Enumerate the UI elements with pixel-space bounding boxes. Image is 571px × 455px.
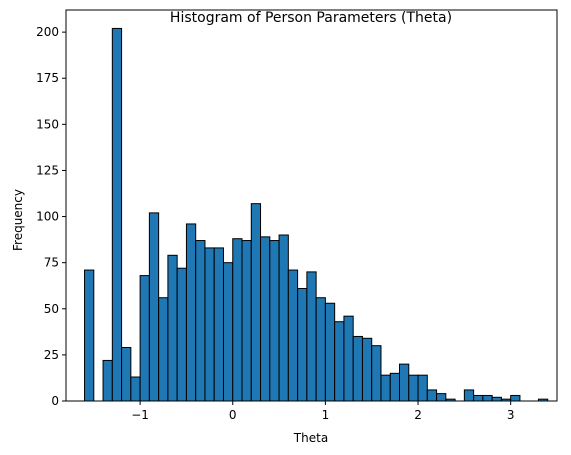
histogram-bar [185, 223, 197, 402]
x-tick-label: 2 [414, 408, 422, 422]
histogram-bar [130, 376, 141, 402]
histogram-bar [260, 236, 271, 402]
histogram-bar [380, 374, 391, 402]
histogram-bar [297, 287, 308, 402]
histogram-bar [111, 27, 123, 402]
histogram-bar [250, 203, 262, 402]
y-tick-label: 0 [51, 394, 59, 408]
x-tick-label: 0 [229, 408, 237, 422]
histogram-bar [473, 394, 484, 402]
histogram-bar [232, 238, 243, 402]
histogram-bar [408, 374, 419, 402]
histogram-bar [287, 269, 299, 402]
y-tick-label: 150 [36, 117, 59, 131]
bars-group [84, 27, 549, 402]
histogram-bar [306, 271, 317, 402]
x-tick-label: 3 [507, 408, 515, 422]
histogram-bar [352, 335, 363, 402]
x-axis-label: Theta [293, 431, 328, 445]
x-tick-label: −1 [131, 408, 149, 422]
y-tick-label: 100 [36, 210, 59, 224]
y-axis-label: Frequency [11, 189, 25, 251]
histogram-bar [195, 240, 206, 402]
histogram-bar [121, 347, 132, 402]
histogram-bar [426, 389, 438, 402]
y-tick-label: 25 [44, 348, 59, 362]
histogram-bar [436, 393, 447, 402]
y-axis: 0 25 50 75 100 125 150 175 200 [36, 25, 66, 408]
histogram-bar [241, 240, 252, 402]
histogram-bar [278, 234, 289, 402]
histogram-bar [84, 269, 95, 402]
histogram-bar [510, 394, 521, 402]
plot-frame [65, 9, 558, 402]
histogram-bar [399, 363, 410, 402]
chart-title: Histogram of Person Parameters (Theta) [170, 10, 452, 26]
histogram-bar [222, 262, 234, 402]
histogram-bar [315, 297, 326, 402]
y-tick-label: 175 [36, 71, 59, 85]
y-tick-label: 50 [44, 302, 59, 316]
x-axis: −1 0 1 2 3 [131, 401, 514, 422]
y-tick-label: 125 [36, 163, 59, 177]
histogram-bar [139, 275, 150, 402]
histogram-bar [417, 374, 428, 402]
y-tick-label: 200 [36, 25, 59, 39]
histogram-bar [204, 247, 215, 402]
histogram-bar [491, 396, 502, 402]
histogram-bar [167, 254, 178, 402]
histogram-bar [343, 315, 354, 402]
histogram-bar [148, 212, 160, 402]
histogram-bar [158, 297, 169, 402]
y-tick-label: 75 [44, 256, 59, 270]
x-tick-label: 1 [322, 408, 330, 422]
histogram-bar [482, 394, 493, 402]
histogram-bar [324, 302, 336, 402]
histogram-bar [213, 247, 224, 402]
histogram-bar [269, 240, 280, 402]
histogram-bar [176, 267, 187, 402]
histogram-bar [371, 345, 382, 402]
histogram-bar [389, 372, 401, 402]
histogram-bar [334, 321, 345, 402]
histogram-bar [463, 389, 475, 402]
histogram-bar [102, 359, 113, 402]
histogram-bar [361, 337, 373, 402]
